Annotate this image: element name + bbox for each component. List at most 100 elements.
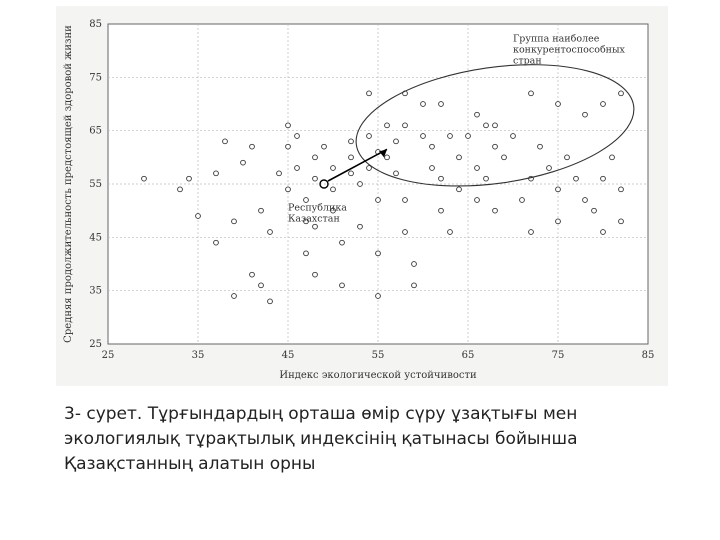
data-point (492, 207, 498, 214)
data-point (348, 138, 354, 145)
data-point (429, 143, 435, 150)
data-point (609, 154, 615, 161)
data-point (600, 101, 606, 107)
data-point (366, 165, 372, 171)
data-point (492, 122, 498, 129)
data-point (573, 175, 579, 182)
data-point (465, 133, 471, 139)
figure-caption: 3- сурет. Тұрғындардың орташа өмір сүру … (64, 404, 578, 474)
data-point (231, 293, 237, 299)
data-point (519, 197, 525, 203)
data-point (375, 293, 381, 299)
data-point (330, 207, 336, 214)
data-point (546, 165, 552, 171)
data-point (258, 282, 264, 289)
competitive-group-label: конкурентоспособных (513, 44, 626, 55)
kazakhstan-arrow (327, 148, 388, 182)
data-point (249, 271, 255, 278)
data-point (528, 90, 534, 97)
y-tick-label: 65 (89, 126, 102, 137)
data-point (501, 154, 507, 161)
data-point (195, 213, 201, 219)
data-point (474, 111, 480, 118)
data-point (348, 170, 354, 177)
data-point (339, 239, 345, 246)
kazakhstan-marker (319, 179, 329, 189)
x-tick-label: 55 (372, 350, 385, 361)
data-point (438, 175, 444, 182)
data-point (555, 186, 561, 193)
data-point (429, 165, 435, 171)
data-point (330, 186, 336, 193)
data-point (366, 90, 372, 97)
x-axis-label: Индекс экологической устойчивости (279, 370, 477, 381)
data-point (303, 250, 309, 257)
data-point (618, 90, 624, 97)
data-point (294, 133, 300, 139)
data-point (411, 282, 417, 289)
competitive-group-ellipse (355, 64, 635, 187)
data-point (447, 133, 453, 139)
data-point (438, 207, 444, 214)
data-point (294, 165, 300, 171)
kazakhstan-label: Казахстан (288, 214, 340, 225)
data-point (285, 186, 291, 193)
data-point (267, 298, 273, 305)
data-point (330, 165, 336, 171)
data-point (384, 154, 390, 161)
data-point (555, 101, 561, 107)
kazakhstan-label: Республика (288, 203, 347, 214)
x-tick-label: 25 (102, 350, 115, 361)
data-point (483, 122, 489, 129)
data-point (411, 261, 417, 267)
competitive-group-label: стран (513, 55, 542, 66)
data-point (141, 175, 147, 182)
y-tick-label: 75 (89, 72, 102, 83)
data-point (402, 229, 408, 235)
data-point (375, 250, 381, 257)
data-point (618, 186, 624, 193)
scanned-chart-image: 25 35 45 55 65 75 85 25 35 45 55 65 75 85 Группа наиб… (56, 6, 668, 386)
data-point (600, 175, 606, 182)
data-point (420, 133, 426, 139)
data-point (249, 143, 255, 150)
data-point (447, 229, 453, 235)
data-point (591, 207, 597, 214)
data-point (456, 186, 462, 193)
data-point (393, 138, 399, 145)
data-point (222, 138, 228, 145)
data-point (357, 223, 363, 230)
data-point (510, 133, 516, 139)
data-point (231, 218, 237, 225)
data-point (474, 165, 480, 171)
data-point (186, 175, 192, 182)
data-point (276, 170, 282, 177)
y-tick-label: 55 (89, 179, 102, 190)
data-point (312, 175, 318, 182)
data-point (213, 170, 219, 177)
data-point (285, 143, 291, 150)
data-point (402, 122, 408, 129)
data-point (366, 133, 372, 139)
data-point (240, 159, 246, 166)
data-point (321, 143, 327, 150)
data-point (312, 154, 318, 161)
x-tick-label: 75 (552, 350, 565, 361)
kazakhstan-arrowhead (379, 149, 387, 158)
data-point (303, 218, 309, 225)
data-point (177, 186, 183, 193)
data-point (483, 175, 489, 182)
y-tick-label: 25 (89, 339, 102, 350)
x-tick-label: 35 (192, 350, 205, 361)
data-point (258, 207, 264, 214)
data-point (582, 111, 588, 118)
y-tick-label: 35 (89, 286, 102, 297)
data-point (303, 197, 309, 203)
data-point (420, 101, 426, 107)
y-tick-label: 45 (89, 232, 102, 243)
data-point (357, 181, 363, 187)
data-point (348, 154, 354, 161)
data-point (564, 154, 570, 161)
data-point (213, 239, 219, 246)
data-point (528, 229, 534, 235)
